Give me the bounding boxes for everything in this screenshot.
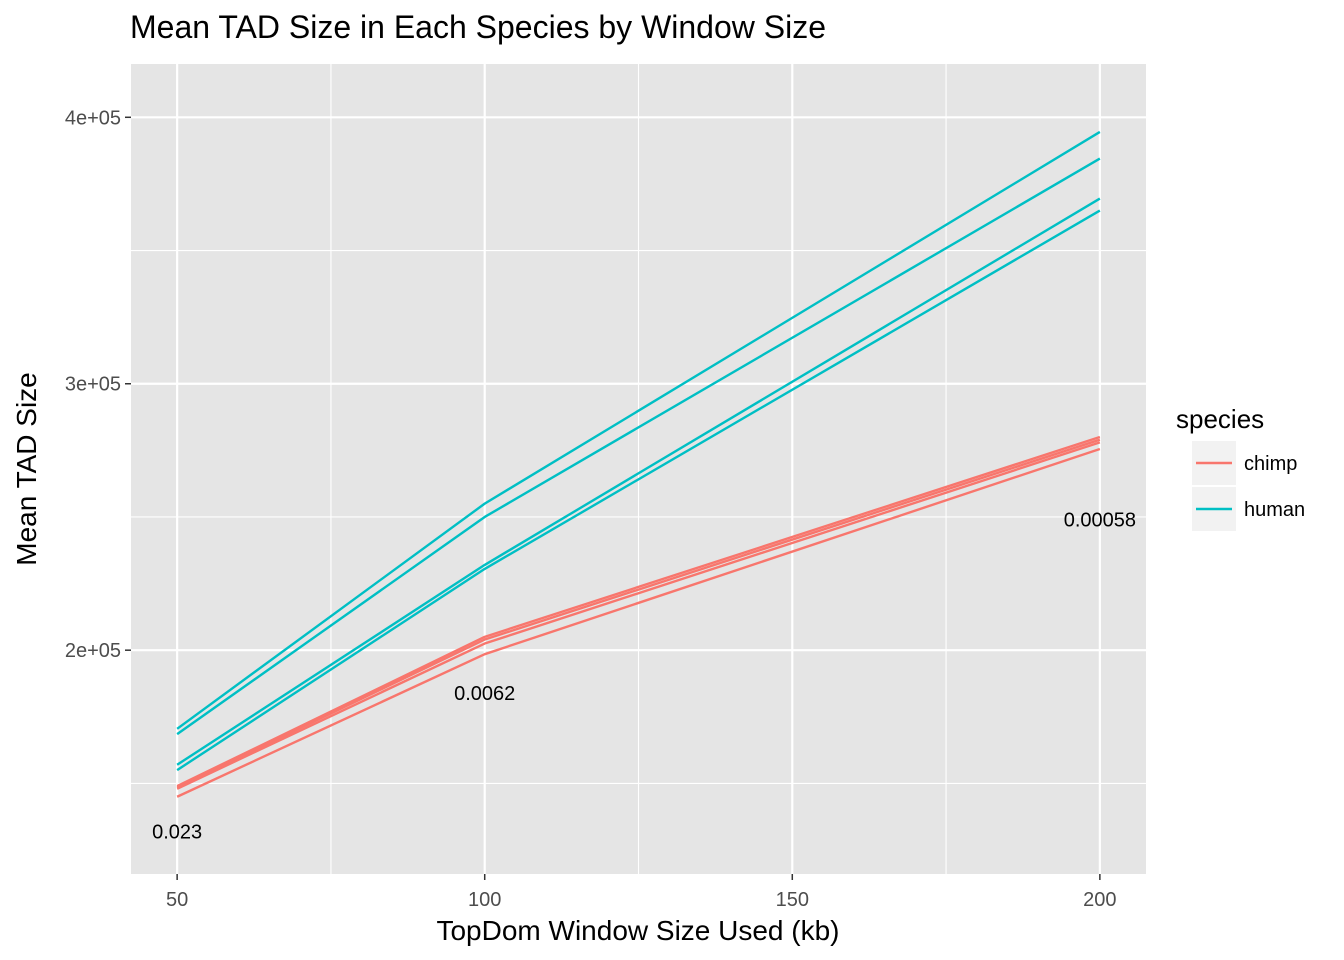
y-tick-label: 2e+05 xyxy=(65,640,121,662)
legend-label-chimp: chimp xyxy=(1244,453,1297,475)
chart-title: Mean TAD Size in Each Species by Window … xyxy=(130,9,826,45)
series-line-human xyxy=(176,209,1101,772)
y-tick-label: 3e+05 xyxy=(65,374,121,396)
y-tick-label: 4e+05 xyxy=(65,107,121,129)
x-tick-label: 100 xyxy=(468,889,501,911)
series-line-human xyxy=(176,197,1101,766)
series-line-chimp xyxy=(176,438,1101,789)
series-line-human xyxy=(176,130,1101,730)
major-gridlines xyxy=(131,64,1146,874)
x-axis: 50 100 150 200 xyxy=(166,874,1117,911)
annotation-label: 0.00058 xyxy=(1064,510,1136,532)
legend: species chimp human xyxy=(1176,404,1305,531)
series-line-chimp xyxy=(176,441,1101,790)
series-lines xyxy=(176,130,1101,798)
x-axis-title: TopDom Window Size Used (kb) xyxy=(436,915,839,946)
x-tick-label: 150 xyxy=(776,889,809,911)
x-tick-label: 200 xyxy=(1083,889,1116,911)
series-line-chimp xyxy=(176,447,1101,798)
series-line-human xyxy=(176,157,1101,736)
annotation-label: 0.0062 xyxy=(454,683,515,705)
y-axis: 2e+05 3e+05 4e+05 xyxy=(65,107,131,662)
y-axis-title: Mean TAD Size xyxy=(11,372,42,565)
legend-title: species xyxy=(1176,404,1264,434)
x-tick-label: 50 xyxy=(166,889,188,911)
annotations: 0.023 0.0062 0.00058 xyxy=(152,510,1136,844)
series-line-chimp xyxy=(176,435,1101,788)
minor-gridlines xyxy=(131,64,1146,874)
annotation-label: 0.023 xyxy=(152,821,202,843)
legend-label-human: human xyxy=(1244,499,1305,521)
